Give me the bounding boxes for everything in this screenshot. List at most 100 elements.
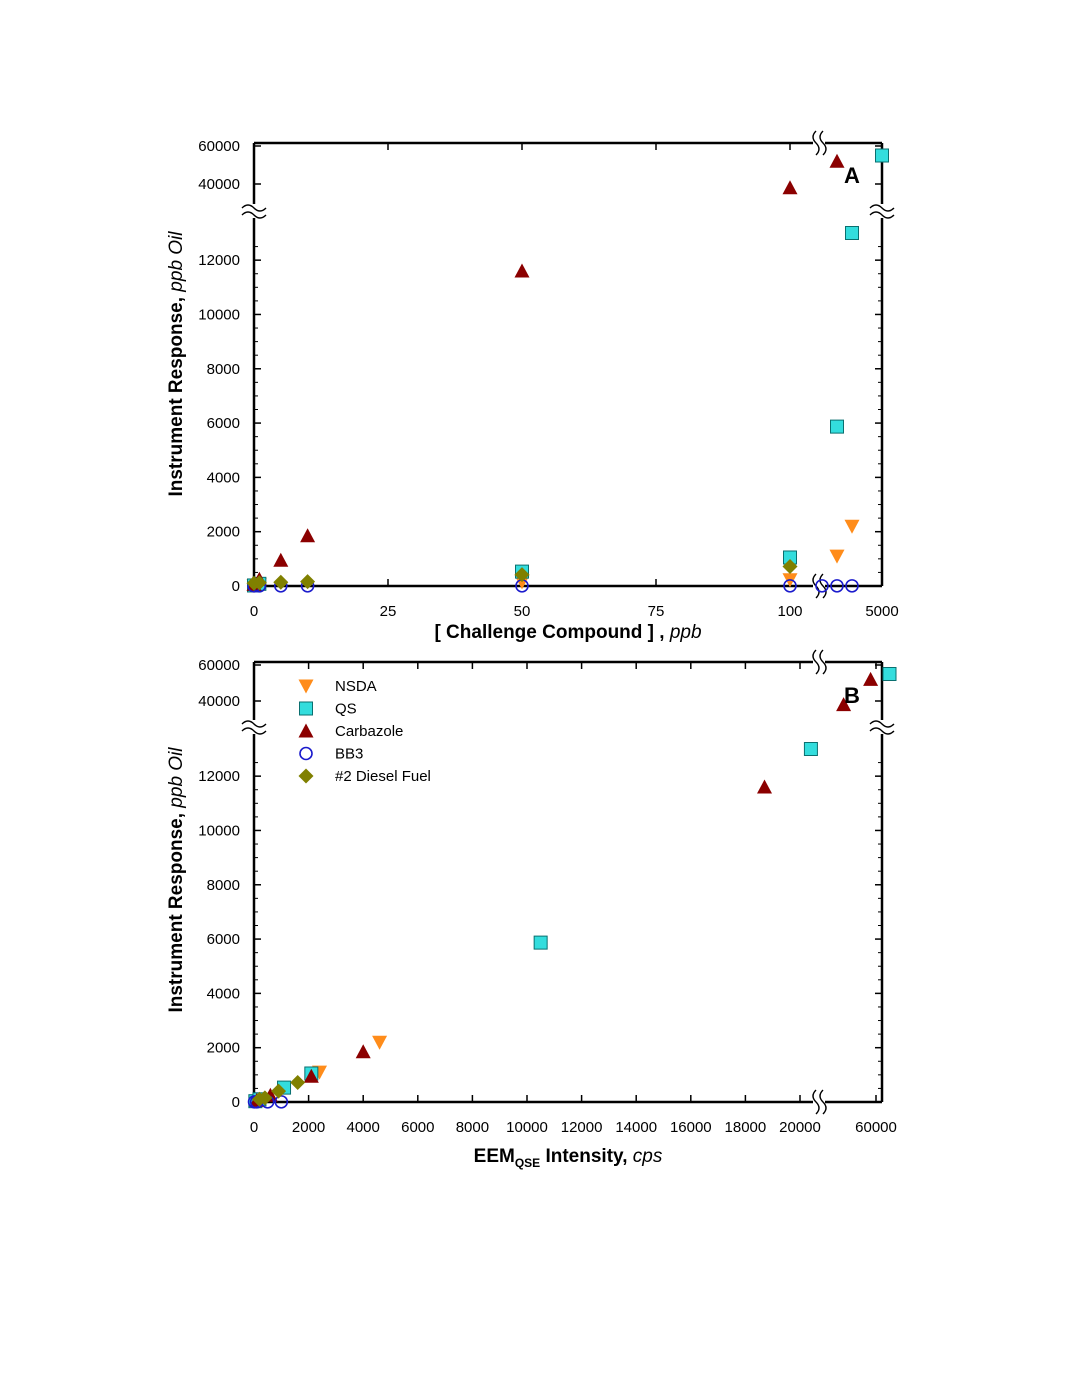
panel-b-x-axis-label: EEMQSE Intensity, cps xyxy=(474,1146,663,1170)
panel-a-point-carbazole xyxy=(300,528,316,543)
panel-b-point-carbazole xyxy=(303,1068,319,1083)
legend-label-carbazole: Carbazole xyxy=(335,723,403,740)
panel-a-x-tick-label: 50 xyxy=(514,603,531,620)
legend-label-qs: QS xyxy=(335,701,357,718)
panel-a-point-bb3 xyxy=(845,579,859,593)
legend-marker-qs xyxy=(299,701,313,716)
panel-a-point-qs xyxy=(830,419,844,434)
panel-a-y-tick-label: 0 xyxy=(232,578,240,595)
panel-a-point-nsda xyxy=(514,575,530,590)
panel-b-y-tick-label: 8000 xyxy=(207,877,240,894)
panel-b-point-2-diesel-fuel xyxy=(290,1074,306,1090)
panel-b-y-axis-label: Instrument Response, ppb Oil xyxy=(166,747,187,1013)
panel-a-y-tick-label: 60000 xyxy=(198,138,240,155)
panel-b-y-tick-label: 60000 xyxy=(198,657,240,674)
panel-a-point-bb3 xyxy=(783,579,797,593)
panel-b-x-tick-label: 10000 xyxy=(506,1119,548,1136)
panel-b-point-2-diesel-fuel xyxy=(257,1090,273,1106)
legend-marker-nsda xyxy=(298,679,314,694)
panel-b-marks xyxy=(247,667,897,1109)
panel-a-point-qs xyxy=(875,148,889,163)
panel-a-point-2-diesel-fuel xyxy=(514,567,530,583)
panel-b-y-tick-label: 2000 xyxy=(207,1040,240,1057)
panel-b-x-tick-label: 14000 xyxy=(615,1119,657,1136)
panel-a-x-axis-title: [ Challenge Compound ] xyxy=(434,622,654,643)
panel-b-y-tick-label: 12000 xyxy=(198,768,240,785)
panel-b-x-axis-title: EEM xyxy=(474,1146,515,1167)
panel-a-y-tick-label: 8000 xyxy=(207,361,240,378)
panel-a-point-qs xyxy=(845,226,859,240)
panel-a-x-tick-label: 5000 xyxy=(865,603,898,620)
panel-a-x-tick-label: 100 xyxy=(777,603,802,620)
panel-b-point-qs xyxy=(533,935,548,950)
panel-a-point-carbazole xyxy=(829,153,845,168)
panel-b-y-axis-title: Instrument Response xyxy=(166,818,187,1012)
panel-b-point-qs xyxy=(882,667,897,681)
panel-a-point-2-diesel-fuel xyxy=(273,574,289,590)
panel-a-point-2-diesel-fuel xyxy=(300,574,316,590)
panel-a-y-tick-label: 10000 xyxy=(198,306,240,323)
panel-a-y-axis-unit: ppb Oil xyxy=(166,231,187,293)
panel-b-x-tick-label: 20000 xyxy=(779,1119,821,1136)
panel-a-point-carbazole xyxy=(273,552,289,567)
panel-a-x-tick-label: 0 xyxy=(250,603,258,620)
panel-b-point-carbazole xyxy=(757,779,773,794)
panel-b-x-tick-label: 8000 xyxy=(456,1119,489,1136)
panel-b-x-tick-label: 12000 xyxy=(561,1119,603,1136)
panel-a-y-tick-label: 2000 xyxy=(207,524,240,541)
panel-a-marks xyxy=(246,148,889,593)
panel-b-axes xyxy=(241,649,895,1115)
panel-b-y-tick-label: 10000 xyxy=(198,822,240,839)
panel-a-y-tick-label: 6000 xyxy=(207,415,240,432)
panel-a-x-axis-label: [ Challenge Compound ] , ppb xyxy=(434,622,701,643)
panel-a-point-bb3 xyxy=(830,579,844,593)
panel-a-y-axis-label: Instrument Response, ppb Oil xyxy=(166,231,187,497)
panel-b: 0 2000 4000 6000 8000 10000 12000 40000 60000 0 20… xyxy=(166,649,897,1170)
panel-a-point-carbazole xyxy=(514,263,530,278)
panel-b-x-axis-title-rest: Intensity xyxy=(540,1146,624,1167)
panel-a-x-tick-label: 25 xyxy=(380,603,397,620)
panel-b-y-axis-unit: ppb Oil xyxy=(166,747,187,809)
panel-a-y-tick-label: 12000 xyxy=(198,252,240,269)
panel-b-x-axis-unit: cps xyxy=(633,1146,663,1167)
panel-b-x-axis-subscript: QSE xyxy=(515,1156,540,1170)
legend-marker-bb3 xyxy=(299,746,313,761)
panel-a-y-tick-label: 40000 xyxy=(198,176,240,193)
legend-label-bb3: BB3 xyxy=(335,746,363,763)
panel-b-point-carbazole xyxy=(836,697,852,712)
panel-a-x-tick-label: 75 xyxy=(648,603,665,620)
panel-b-y-tick-label: 6000 xyxy=(207,931,240,948)
panel-b-point-qs xyxy=(803,742,818,756)
legend-marker-2-diesel-fuel xyxy=(298,768,314,784)
panel-a-x-axis-unit: ppb xyxy=(669,622,702,643)
panel-a-axes xyxy=(241,130,895,599)
panel-b-x-tick-label: 0 xyxy=(250,1119,258,1136)
panel-a-letter: A xyxy=(844,163,860,188)
panel-b-letter: B xyxy=(844,683,860,708)
panel-b-y-tick-label: 40000 xyxy=(198,693,240,710)
panel-b-point-carbazole xyxy=(863,671,879,686)
panel-b-y-tick-label: 4000 xyxy=(207,985,240,1002)
panel-b-point-2-diesel-fuel xyxy=(271,1083,287,1099)
panel-b-x-tick-label: 6000 xyxy=(401,1119,434,1136)
panel-a: 0 2000 4000 6000 8000 10000 12000 40000 60000 0 25… xyxy=(166,130,899,643)
panel-b-x-tick-label: 18000 xyxy=(725,1119,767,1136)
panel-a-y-axis-title: Instrument Response xyxy=(166,302,187,496)
panel-b-y-tick-label: 0 xyxy=(232,1094,240,1111)
legend-marker-carbazole xyxy=(298,723,314,738)
panel-b-x-tick-label: 16000 xyxy=(670,1119,712,1136)
panel-a-point-2-diesel-fuel xyxy=(251,575,267,591)
panel-a-ticks: 0 2000 4000 6000 8000 10000 12000 40000 60000 0 25… xyxy=(198,138,898,620)
legend-label-nsda: NSDA xyxy=(335,678,377,695)
panel-a-y-tick-label: 4000 xyxy=(207,469,240,486)
panel-b-x-tick-label: 60000 xyxy=(855,1119,897,1136)
panel-b-ticks: 0 2000 4000 6000 8000 10000 12000 40000 60000 0 20… xyxy=(198,657,897,1136)
panel-b-legend: NSDA QS Carbazole BB3 #2 Diesel Fuel xyxy=(298,678,431,785)
panel-b-point-nsda xyxy=(372,1035,388,1050)
panel-b-x-tick-label: 4000 xyxy=(347,1119,380,1136)
panel-a-point-nsda xyxy=(844,519,860,534)
panel-a-point-bb3 xyxy=(815,579,829,593)
panel-a-point-2-diesel-fuel xyxy=(782,558,798,574)
panel-b-x-tick-label: 2000 xyxy=(292,1119,325,1136)
